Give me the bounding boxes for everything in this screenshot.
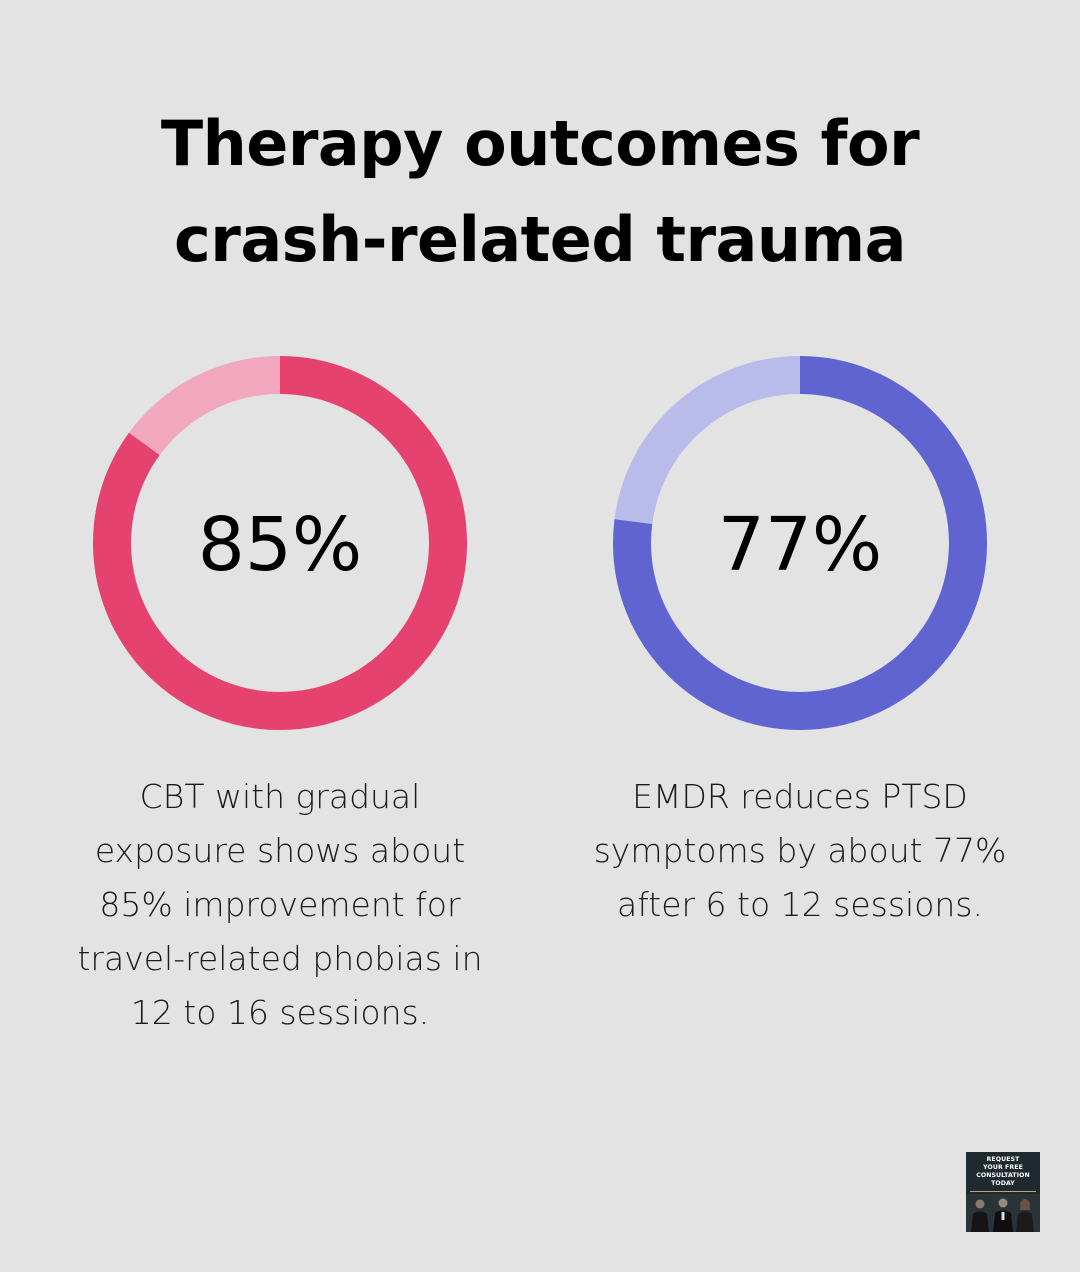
badge-divider (970, 1191, 1036, 1192)
badge-line: TODAY (991, 1180, 1015, 1187)
badge-line: YOUR FREE (983, 1164, 1023, 1171)
badge-line: CONSULTATION (976, 1172, 1030, 1179)
emdr-donut-filled (613, 356, 987, 730)
emdr-description: EMDR reduces PTSD symptoms by about 77% … (560, 770, 1040, 932)
cbt-desc-line: CBT with gradual (139, 777, 421, 816)
cbt-description: CBT with gradual exposure shows about 85… (40, 770, 520, 1040)
attorneys-photo-icon (966, 1194, 1040, 1232)
emdr-desc-line: symptoms by about 77% (593, 831, 1007, 870)
cbt-donut-svg: 85% (93, 356, 467, 730)
badge-text: REQUEST YOUR FREE CONSULTATION TODAY (966, 1156, 1040, 1188)
emdr-desc-line: after 6 to 12 sessions. (617, 885, 983, 924)
cbt-desc-line: 12 to 16 sessions. (130, 993, 430, 1032)
title-line-1: Therapy outcomes for (160, 107, 920, 180)
consultation-badge[interactable]: REQUEST YOUR FREE CONSULTATION TODAY (966, 1152, 1040, 1232)
cbt-desc-line: 85% improvement for (99, 885, 461, 924)
emdr-desc-line: EMDR reduces PTSD (632, 777, 968, 816)
title-line-2: crash-related trauma (174, 203, 906, 276)
cbt-donut-chart: 85% (90, 353, 470, 733)
cbt-desc-line: exposure shows about (94, 831, 466, 870)
badge-line: REQUEST (986, 1156, 1020, 1163)
cbt-desc-line: travel-related phobias in (77, 939, 483, 978)
cbt-donut-filled (93, 356, 467, 730)
emdr-donut-value: 77% (718, 502, 882, 588)
emdr-donut-chart: 77% (610, 353, 990, 733)
page-title: Therapy outcomes for crash-related traum… (0, 96, 1080, 288)
emdr-donut-svg: 77% (613, 356, 987, 730)
cbt-donut-value: 85% (198, 502, 362, 588)
